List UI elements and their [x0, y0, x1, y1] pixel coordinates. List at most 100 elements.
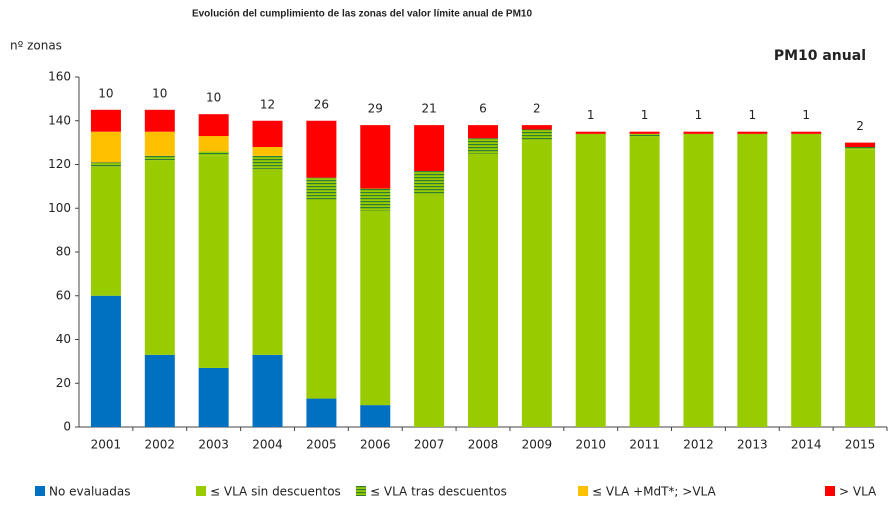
data-label: 21 [421, 102, 436, 116]
bar-segment [306, 199, 337, 399]
data-label: 10 [206, 91, 221, 105]
bar-segment [414, 125, 445, 172]
bar-segment [306, 177, 337, 200]
data-label: 1 [749, 108, 757, 122]
data-label: 2 [856, 119, 864, 133]
y-tick-label: 160 [48, 70, 71, 84]
data-label: 1 [641, 108, 649, 122]
bar-segment [144, 160, 175, 355]
bar-segment [683, 133, 714, 427]
bar-segment [791, 133, 822, 427]
bar-segment [252, 155, 283, 169]
bar-segment [198, 367, 229, 427]
y-tick-label: 60 [56, 288, 71, 302]
bar-segment [414, 171, 445, 196]
bar-segment [521, 125, 552, 130]
bar-segment [198, 114, 229, 137]
bar-segment [845, 142, 876, 147]
bar-segment [575, 131, 606, 134]
legend-swatch [35, 486, 45, 496]
bar-segment [629, 131, 660, 134]
bar-segment [252, 120, 283, 147]
y-tick-label: 140 [48, 113, 71, 127]
legend-label: ≤ VLA sin descuentos [210, 485, 341, 499]
y-tick-label: 0 [63, 420, 71, 434]
bar-segment [144, 155, 175, 161]
bar-segment [90, 131, 121, 163]
x-tick-label: 2011 [629, 438, 660, 452]
legend-swatch [578, 486, 588, 496]
bar-segment [252, 168, 283, 355]
legend-label: No evaluadas [49, 485, 131, 499]
x-tick-label: 2009 [522, 438, 553, 452]
bar-segment [198, 155, 229, 368]
bar-segment [521, 129, 552, 141]
y-tick-label: 80 [56, 245, 71, 259]
bar-segment [737, 131, 768, 134]
bar-segment [360, 188, 391, 211]
y-tick-label: 120 [48, 157, 71, 171]
bar-segment [144, 131, 175, 156]
bar-segment [845, 149, 876, 427]
x-tick-label: 2010 [575, 438, 606, 452]
bar-segment [252, 147, 283, 156]
x-tick-label: 2015 [845, 438, 876, 452]
data-label: 1 [587, 108, 595, 122]
bar-segment [683, 131, 714, 134]
x-tick-label: 2008 [468, 438, 499, 452]
data-label: 6 [479, 102, 487, 116]
data-label: 12 [260, 97, 275, 111]
legend-swatch [825, 486, 835, 496]
bar-segment [198, 151, 229, 156]
bar-segment [468, 153, 498, 427]
bar-segment [414, 195, 445, 427]
bar-segment [198, 136, 229, 152]
legend-label: ≤ VLA tras descuentos [370, 485, 507, 499]
bar-segment [306, 398, 337, 427]
bar-segment [468, 125, 498, 139]
x-tick-label: 2007 [414, 438, 445, 452]
bar-segment [252, 354, 283, 427]
bar-segment [575, 133, 606, 427]
bar-segment [629, 136, 660, 427]
x-tick-label: 2006 [360, 438, 391, 452]
y-tick-label: 100 [48, 201, 71, 215]
data-label: 1 [802, 108, 810, 122]
x-tick-label: 2014 [791, 438, 822, 452]
data-label: 26 [314, 97, 329, 111]
bar-segment [306, 120, 337, 178]
x-tick-label: 2013 [737, 438, 768, 452]
bar-segment [360, 210, 391, 406]
legend-label: > VLA [839, 485, 877, 499]
data-label: 2 [533, 102, 541, 116]
legend-swatch [356, 486, 366, 496]
bar-segment [845, 147, 876, 150]
bar-segment [90, 295, 121, 427]
x-tick-label: 2003 [198, 438, 229, 452]
bar-segment [90, 162, 121, 167]
bar-segment [791, 131, 822, 134]
bar-segment [360, 125, 391, 189]
x-tick-label: 2002 [145, 438, 176, 452]
bar-segment [90, 166, 121, 296]
bar-segment [90, 109, 121, 132]
bar-segment [360, 405, 391, 427]
legend-label: ≤ VLA +MdT*; >VLA [592, 485, 717, 499]
data-label: 10 [152, 86, 167, 100]
bar-segment [144, 109, 175, 132]
data-label: 1 [695, 108, 703, 122]
x-tick-label: 2005 [306, 438, 337, 452]
x-tick-label: 2012 [683, 438, 714, 452]
legend-swatch [196, 486, 206, 496]
chart-subtitle: PM10 anual [774, 48, 866, 64]
bar-segment [629, 133, 660, 137]
data-label: 29 [368, 102, 383, 116]
x-tick-label: 2001 [91, 438, 122, 452]
bar-segment [737, 133, 768, 427]
bar-segment [468, 138, 498, 154]
chart-title: Evolución del cumplimiento de las zonas … [192, 9, 533, 20]
y-tick-label: 20 [56, 376, 71, 390]
y-tick-label: 40 [56, 332, 71, 346]
bar-segment [144, 354, 175, 427]
